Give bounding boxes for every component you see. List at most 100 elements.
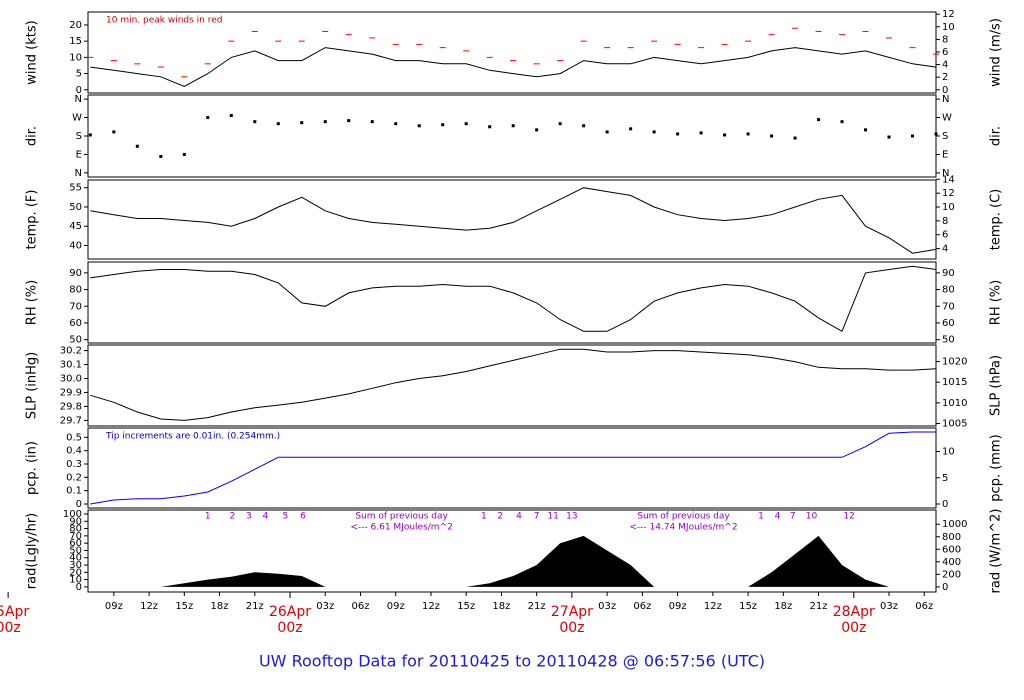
- y2-tick-label: N: [942, 168, 949, 179]
- date-label: 25Apr: [0, 604, 29, 620]
- series-line: [90, 47, 937, 88]
- y-tick-label: 30: [69, 560, 82, 571]
- x-tick-label: 03z: [316, 601, 334, 612]
- sun-hour: 2: [230, 512, 236, 522]
- x-tick-label: 15z: [457, 601, 475, 612]
- y-tick-label: 100: [63, 509, 82, 520]
- date-hour: 00z: [559, 620, 584, 636]
- sun-hour: 4: [516, 512, 522, 522]
- y-tick-label: 60: [69, 538, 82, 549]
- y-tick-label: 90: [69, 516, 82, 527]
- y2-tick-label: N: [942, 94, 949, 105]
- panel-frame: [87, 94, 937, 178]
- x-tick-label: 03z: [880, 601, 898, 612]
- dir-point: [300, 121, 304, 125]
- y-tick-label: S: [76, 131, 82, 142]
- annotation: 10 min. peak winds in red: [106, 16, 223, 26]
- y-axis-label: dir.: [25, 126, 40, 146]
- dir-point: [347, 119, 351, 123]
- y-axis-label: temp. (F): [25, 190, 40, 250]
- y-tick-label: 0.5: [66, 432, 82, 443]
- y-tick-label: 45: [69, 221, 82, 232]
- x-tick-label: 18z: [211, 601, 229, 612]
- dir-point: [934, 132, 938, 136]
- sum-value: <--- 14.74 MJoules/m^2: [629, 523, 737, 533]
- date-label: 28Apr: [833, 604, 875, 620]
- y-tick-label: 30.2: [60, 346, 82, 357]
- y-tick-label: 29.9: [60, 387, 82, 398]
- y2-tick-label: 800: [942, 532, 961, 543]
- panel-frame: [87, 344, 937, 427]
- y2-tick-label: 80: [942, 285, 955, 296]
- dir-point: [135, 144, 139, 148]
- sun-hour: 7: [790, 512, 796, 522]
- y2-axis-label: temp. (C): [989, 189, 1004, 251]
- dir-point: [417, 124, 421, 128]
- date-hour: 00z: [277, 620, 302, 636]
- x-tick-label: 15z: [739, 601, 757, 612]
- y-tick-label: 0.3: [66, 459, 82, 470]
- y2-tick-label: 10: [942, 22, 955, 33]
- date-hour: 00z: [841, 620, 866, 636]
- sun-hour: 6: [300, 512, 306, 522]
- y2-tick-label: 14: [942, 174, 955, 185]
- y2-tick-label: 70: [942, 301, 955, 312]
- y2-tick-label: 60: [942, 318, 955, 329]
- y2-tick-label: 10: [942, 447, 955, 458]
- dir-point: [112, 130, 116, 134]
- y-tick-label: 30.0: [60, 374, 82, 385]
- sun-hour: 4: [262, 512, 268, 522]
- y2-tick-label: 6: [942, 230, 948, 241]
- y2-tick-label: 12: [942, 188, 955, 199]
- dir-point: [887, 135, 891, 139]
- y-tick-label: 70: [69, 531, 82, 542]
- x-tick-label: 21z: [528, 601, 546, 612]
- dir-point: [229, 114, 233, 117]
- x-tick-label: 06z: [915, 601, 933, 612]
- y2-tick-label: 6: [942, 47, 948, 58]
- y2-tick-label: 1000: [942, 519, 967, 530]
- y-tick-label: 29.7: [60, 415, 82, 426]
- date-hour: 00z: [0, 620, 21, 636]
- dir-point: [535, 128, 539, 132]
- y-tick-label: 0.2: [66, 472, 82, 483]
- y2-axis-label: dir.: [989, 126, 1004, 146]
- y-tick-label: 0: [76, 499, 82, 510]
- dir-point: [723, 133, 727, 137]
- x-tick-label: 21z: [246, 601, 264, 612]
- x-tick-label: 12z: [140, 601, 158, 612]
- dir-point: [911, 134, 915, 138]
- y-tick-label: 80: [69, 524, 82, 535]
- dir-point: [441, 123, 445, 127]
- x-tick-label: 09z: [105, 601, 123, 612]
- y-tick-label: 0: [76, 582, 82, 593]
- sum-label: Sum of previous day: [637, 512, 730, 522]
- y2-tick-label: 8: [942, 34, 948, 45]
- y-tick-label: N: [75, 94, 82, 105]
- dir-point: [159, 155, 163, 158]
- sun-hour: 13: [566, 512, 577, 522]
- y2-tick-label: 1015: [942, 377, 967, 388]
- dir-point: [652, 130, 656, 134]
- panel-frame: [87, 261, 937, 344]
- sun-hour: 12: [843, 512, 854, 522]
- y-tick-label: 20: [69, 20, 82, 31]
- x-tick-label: 21z: [810, 601, 828, 612]
- series-line: [90, 431, 936, 505]
- y-tick-label: 80: [69, 285, 82, 296]
- dir-point: [676, 132, 680, 136]
- series-area: [90, 535, 937, 587]
- y2-tick-label: 0: [942, 499, 948, 510]
- y2-tick-label: 8: [942, 216, 948, 227]
- y-axis-label: rad(Lgly/hr): [25, 513, 40, 589]
- y2-tick-label: 4: [942, 60, 948, 71]
- y2-tick-label: W: [942, 113, 952, 124]
- date-label: 27Apr: [551, 604, 593, 620]
- x-tick-label: 18z: [492, 601, 510, 612]
- y-tick-label: 50: [69, 545, 82, 556]
- x-tick-label: 12z: [704, 601, 722, 612]
- sun-hour: 11: [547, 512, 558, 522]
- y-tick-label: N: [75, 168, 82, 179]
- x-tick-label: 06z: [351, 601, 369, 612]
